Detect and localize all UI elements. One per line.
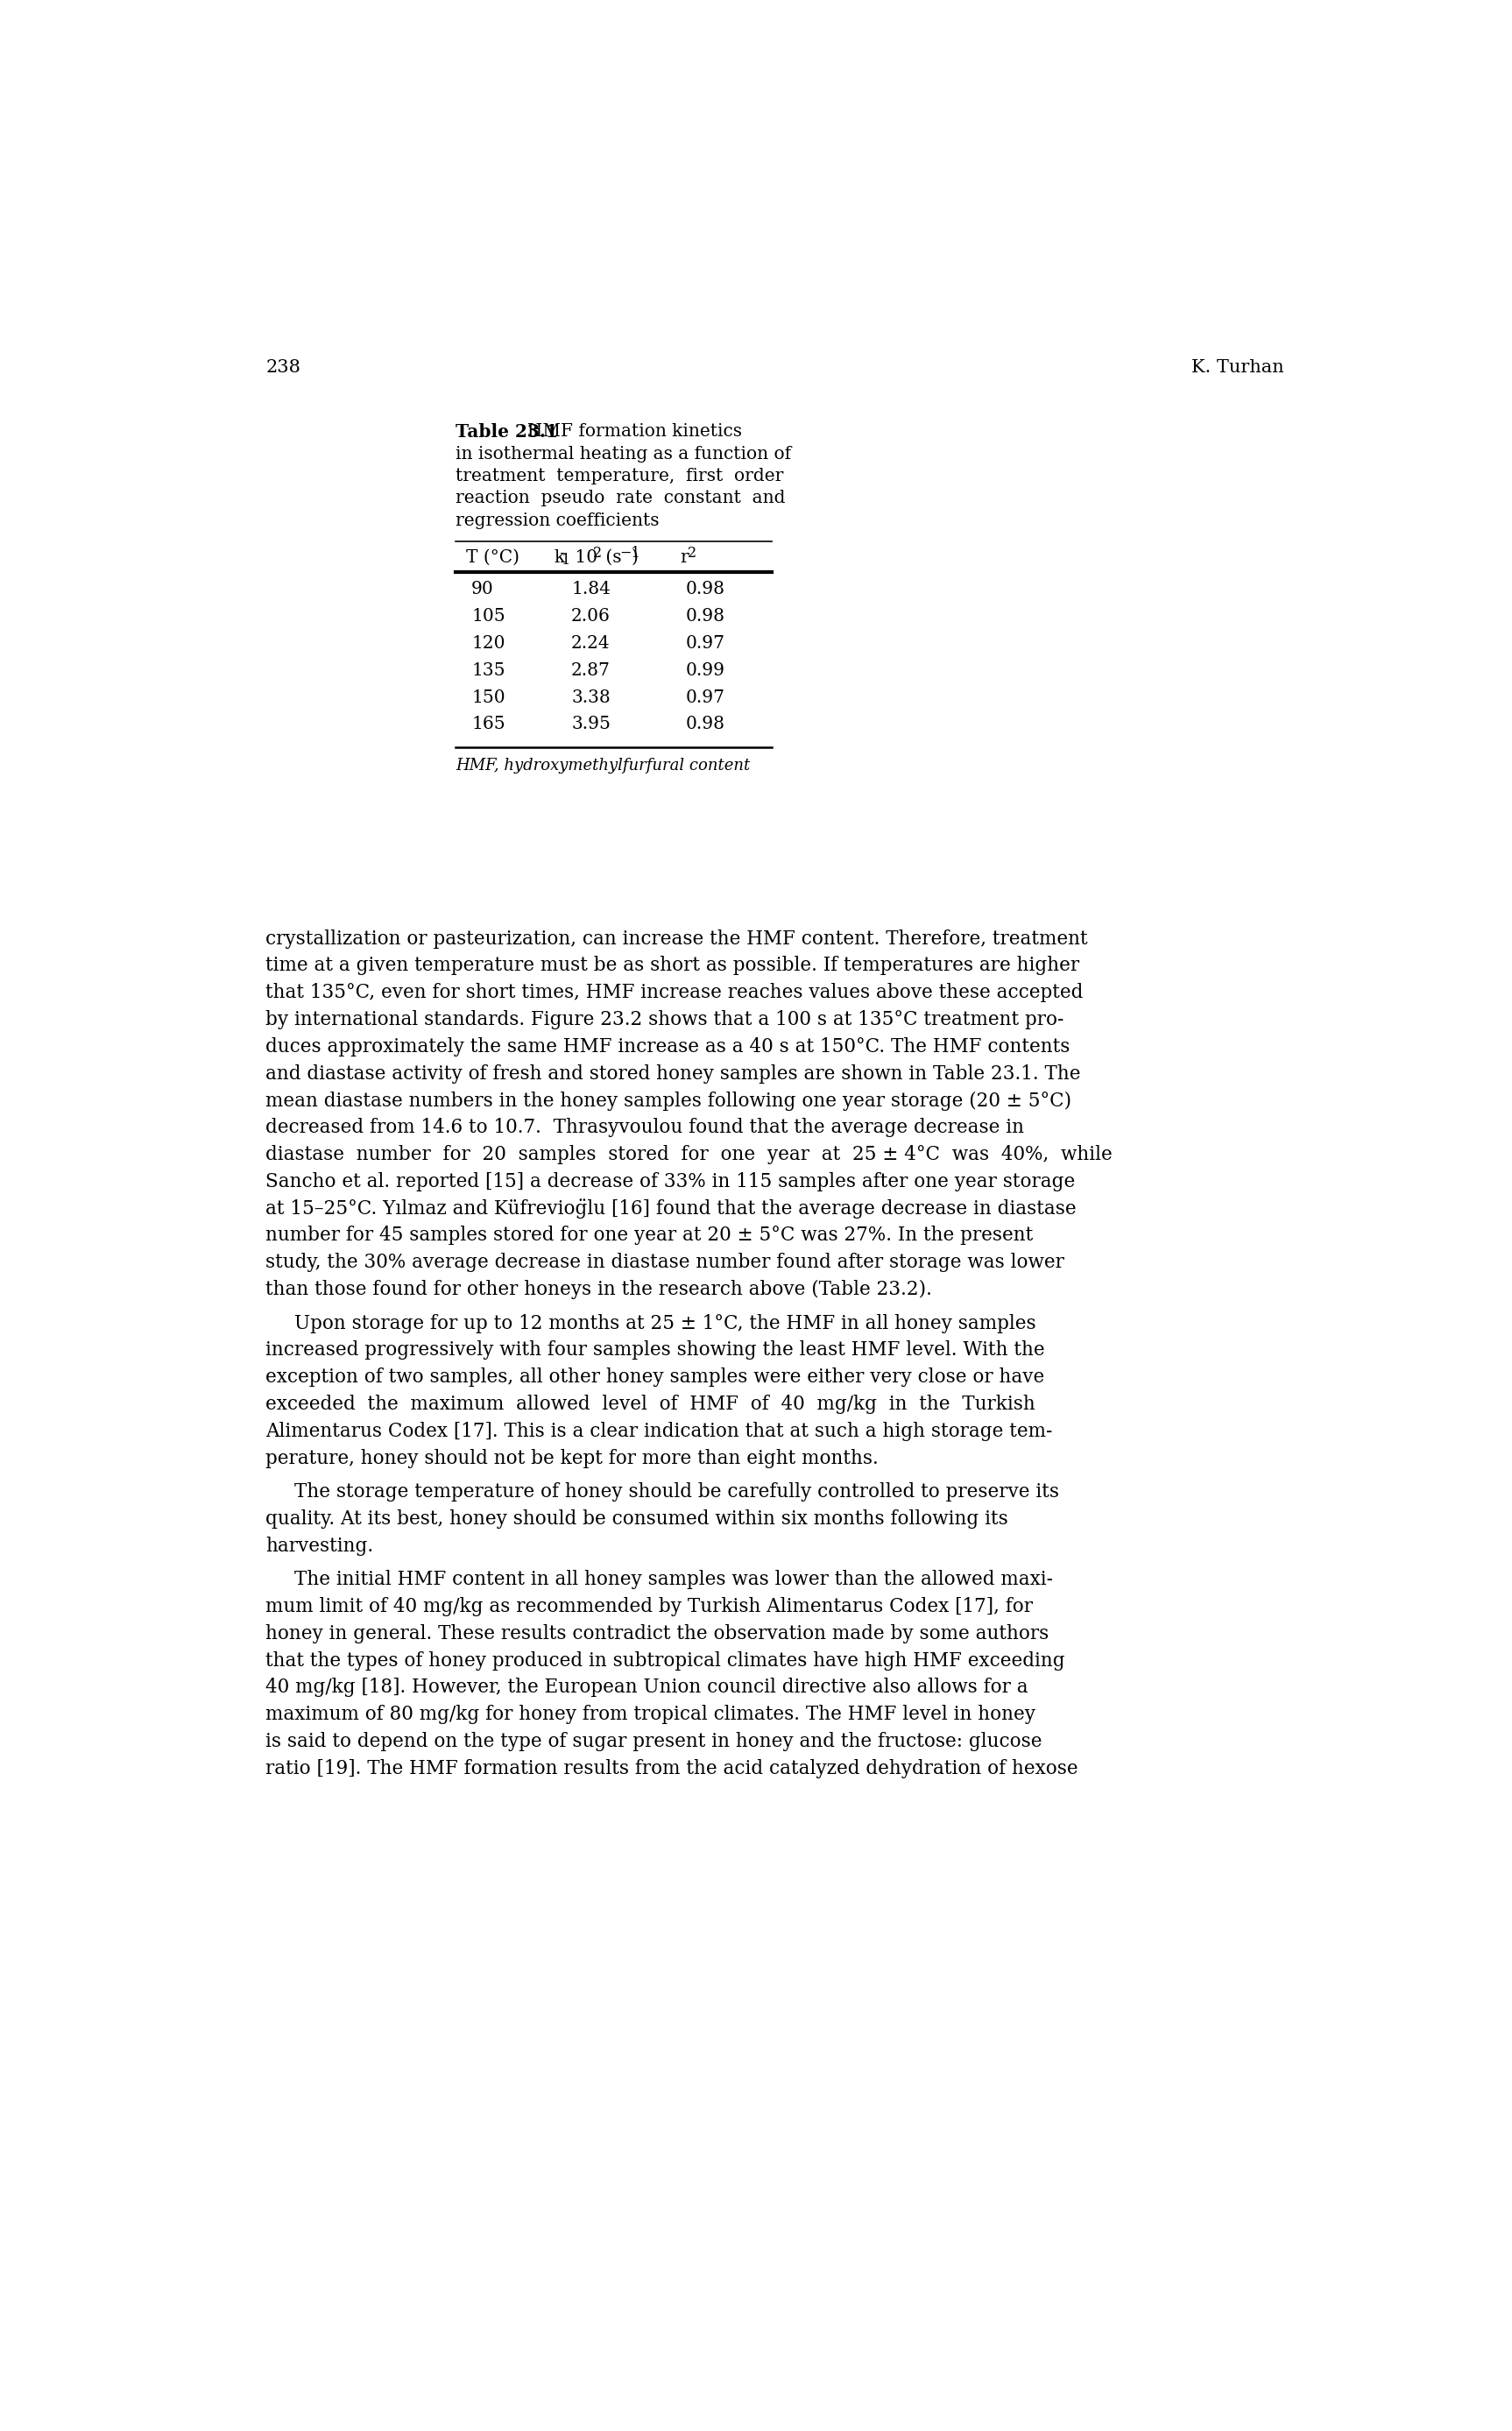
Text: mean diastase numbers in the honey samples following one year storage (20 ± 5°C): mean diastase numbers in the honey sampl… [266,1092,1072,1111]
Text: 2: 2 [593,545,602,559]
Text: 150: 150 [472,688,505,705]
Text: exception of two samples, all other honey samples were either very close or have: exception of two samples, all other hone… [266,1369,1045,1388]
Text: 0.99: 0.99 [685,661,724,678]
Text: 0.98: 0.98 [685,717,724,732]
Text: duces approximately the same HMF increase as a 40 s at 150°C. The HMF contents: duces approximately the same HMF increas… [266,1038,1070,1057]
Text: T (°C): T (°C) [466,549,520,566]
Text: 40 mg/kg [18]. However, the European Union council directive also allows for a: 40 mg/kg [18]. However, the European Uni… [266,1677,1028,1697]
Text: time at a given temperature must be as short as possible. If temperatures are hi: time at a given temperature must be as s… [266,955,1080,975]
Text: (s: (s [600,549,621,566]
Text: Upon storage for up to 12 months at 25 ± 1°C, the HMF in all honey samples: Upon storage for up to 12 months at 25 ±… [295,1313,1036,1332]
Text: r: r [680,549,688,566]
Text: decreased from 14.6 to 10.7.  Thrasyvoulou found that the average decrease in: decreased from 14.6 to 10.7. Thrasyvoulo… [266,1118,1024,1138]
Text: that the types of honey produced in subtropical climates have high HMF exceeding: that the types of honey produced in subt… [266,1651,1064,1670]
Text: HMF, hydroxymethylfurfural content: HMF, hydroxymethylfurfural content [455,758,750,773]
Text: 3.38: 3.38 [572,688,611,705]
Text: 0.98: 0.98 [685,581,724,598]
Text: 0.97: 0.97 [685,688,724,705]
Text: 120: 120 [472,634,505,652]
Text: crystallization or pasteurization, can increase the HMF content. Therefore, trea: crystallization or pasteurization, can i… [266,929,1089,948]
Text: is said to depend on the type of sugar present in honey and the fructose: glucos: is said to depend on the type of sugar p… [266,1731,1042,1750]
Text: 165: 165 [472,717,505,732]
Text: 105: 105 [472,608,505,625]
Text: ): ) [631,549,638,566]
Text: 238: 238 [266,360,301,377]
Text: Table 23.1: Table 23.1 [455,423,558,440]
Text: The initial HMF content in all honey samples was lower than the allowed maxi-: The initial HMF content in all honey sam… [295,1570,1052,1590]
Text: ratio [19]. The HMF formation results from the acid catalyzed dehydration of hex: ratio [19]. The HMF formation results fr… [266,1760,1078,1777]
Text: perature, honey should not be kept for more than eight months.: perature, honey should not be kept for m… [266,1449,878,1468]
Text: K. Turhan: K. Turhan [1191,360,1284,377]
Text: 1: 1 [562,552,570,569]
Text: 1.84: 1.84 [572,581,611,598]
Text: 2: 2 [688,545,697,559]
Text: number for 45 samples stored for one year at 20 ± 5°C was 27%. In the present: number for 45 samples stored for one yea… [266,1225,1033,1245]
Text: 90: 90 [472,581,494,598]
Text: study, the 30% average decrease in diastase number found after storage was lower: study, the 30% average decrease in diast… [266,1252,1064,1271]
Text: than those found for other honeys in the research above (Table 23.2).: than those found for other honeys in the… [266,1281,933,1298]
Text: 2.87: 2.87 [572,661,611,678]
Text: k: k [555,549,565,566]
Text: 10: 10 [569,549,597,566]
Text: quality. At its best, honey should be consumed within six months following its: quality. At its best, honey should be co… [266,1510,1009,1529]
Text: that 135°C, even for short times, HMF increase reaches values above these accept: that 135°C, even for short times, HMF in… [266,982,1084,1002]
Text: honey in general. These results contradict the observation made by some authors: honey in general. These results contradi… [266,1624,1049,1643]
Text: mum limit of 40 mg/kg as recommended by Turkish Alimentarus Codex [17], for: mum limit of 40 mg/kg as recommended by … [266,1597,1033,1617]
Text: 0.97: 0.97 [685,634,724,652]
Text: harvesting.: harvesting. [266,1536,373,1556]
Text: Sancho et al. reported [15] a decrease of 33% in 115 samples after one year stor: Sancho et al. reported [15] a decrease o… [266,1172,1075,1191]
Text: 0.98: 0.98 [685,608,724,625]
Text: and diastase activity of fresh and stored honey samples are shown in Table 23.1.: and diastase activity of fresh and store… [266,1065,1081,1084]
Text: The storage temperature of honey should be carefully controlled to preserve its: The storage temperature of honey should … [295,1483,1058,1502]
Text: diastase  number  for  20  samples  stored  for  one  year  at  25 ± 4°C  was  4: diastase number for 20 samples stored fo… [266,1145,1113,1164]
Text: 2.24: 2.24 [572,634,611,652]
Text: HMF formation kinetics: HMF formation kinetics [516,423,741,440]
Text: Alimentarus Codex [17]. This is a clear indication that at such a high storage t: Alimentarus Codex [17]. This is a clear … [266,1422,1052,1442]
Text: increased progressively with four samples showing the least HMF level. With the: increased progressively with four sample… [266,1339,1045,1359]
Text: treatment  temperature,  first  order: treatment temperature, first order [455,467,783,484]
Text: by international standards. Figure 23.2 shows that a 100 s at 135°C treatment pr: by international standards. Figure 23.2 … [266,1011,1064,1028]
Text: 3.95: 3.95 [572,717,611,732]
Text: at 15–25°C. Yılmaz and Küfreviog̈lu [16] found that the average decrease in dias: at 15–25°C. Yılmaz and Küfreviog̈lu [16]… [266,1198,1077,1218]
Text: 135: 135 [472,661,505,678]
Text: reaction  pseudo  rate  constant  and: reaction pseudo rate constant and [455,491,786,506]
Text: exceeded  the  maximum  allowed  level  of  HMF  of  40  mg/kg  in  the  Turkish: exceeded the maximum allowed level of HM… [266,1395,1036,1415]
Text: 2.06: 2.06 [572,608,611,625]
Text: −1: −1 [620,545,640,559]
Text: regression coefficients: regression coefficients [455,513,659,530]
Text: maximum of 80 mg/kg for honey from tropical climates. The HMF level in honey: maximum of 80 mg/kg for honey from tropi… [266,1704,1036,1724]
Text: in isothermal heating as a function of: in isothermal heating as a function of [455,445,791,462]
